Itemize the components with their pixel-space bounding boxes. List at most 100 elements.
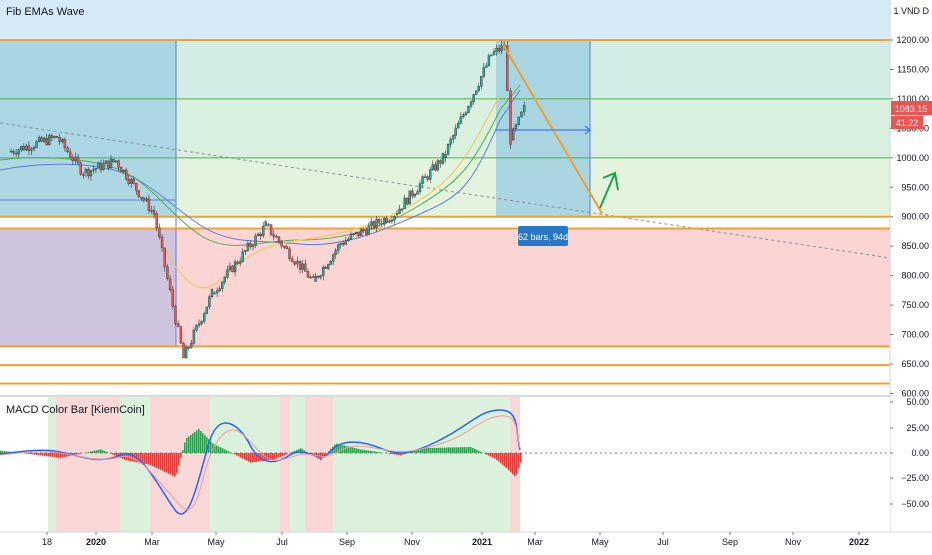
candle-body (226, 270, 228, 277)
measure-label-text: 62 bars, 94d (518, 232, 568, 242)
price-tick-label: 1150.00 (897, 64, 929, 74)
candle-body (307, 271, 309, 277)
macd-bar (500, 453, 502, 463)
candle-body (46, 138, 48, 145)
candle-body (483, 67, 485, 76)
macd-bar (106, 452, 108, 453)
macd-bar (56, 453, 58, 457)
macd-bar (94, 451, 96, 453)
candle-body (59, 137, 61, 141)
candle-body (234, 262, 236, 272)
macd-bar (228, 451, 230, 453)
candle-body (286, 247, 288, 249)
macd-bar (152, 453, 154, 466)
macd-bar (472, 448, 474, 453)
macd-bar (160, 453, 162, 470)
macd-bar (102, 450, 104, 453)
macd-bar (238, 453, 240, 457)
macd-bar (92, 451, 94, 453)
macd-bar (276, 453, 278, 459)
macd-bar (460, 447, 462, 453)
macd-bar (204, 435, 206, 453)
macd-bar (190, 435, 192, 453)
macd-bar (454, 447, 456, 453)
candle-body (404, 198, 406, 209)
macd-bar (170, 453, 172, 475)
macd-bar (42, 453, 44, 456)
candle-body (252, 246, 254, 247)
macd-bar (448, 448, 450, 453)
candle-body (64, 139, 66, 147)
macd-bar (464, 447, 466, 453)
candle-body (95, 168, 97, 169)
macd-bar (188, 436, 190, 453)
macd-bar (32, 453, 34, 454)
candle-body (239, 261, 241, 263)
time-tick-label: Nov (785, 537, 802, 547)
macd-bar (476, 450, 478, 453)
macd-bar (442, 448, 444, 453)
candle-body (312, 277, 314, 278)
candle-body (478, 86, 480, 91)
candle-body (340, 244, 342, 245)
macd-bar (494, 453, 496, 459)
macd-zone (48, 397, 56, 532)
candle-body (360, 230, 362, 236)
macd-bar (222, 448, 224, 453)
candle-body (214, 293, 216, 294)
candle-body (365, 231, 367, 235)
candle-body (140, 197, 142, 198)
candle-body (460, 117, 462, 123)
candle-body (515, 125, 517, 129)
candle-body (509, 91, 511, 145)
macd-bar (46, 453, 48, 456)
macd-bar (378, 452, 380, 453)
last-price-label: 1083.15 (895, 104, 928, 114)
candle-body (174, 306, 176, 323)
macd-bar (58, 453, 60, 458)
candle-body (281, 242, 283, 247)
candle-body (320, 276, 322, 277)
candle-body (485, 66, 487, 68)
time-tick-label: 2021 (472, 537, 492, 547)
macd-zone (120, 397, 150, 532)
candle-body (221, 282, 223, 289)
candle-body (493, 52, 495, 55)
candle-body (138, 191, 140, 197)
candle-body (219, 289, 221, 291)
candle-body (396, 214, 398, 215)
macd-bar (132, 453, 134, 462)
candle-body (427, 177, 429, 180)
candle-body (188, 347, 190, 348)
macd-bar (158, 453, 160, 469)
macd-bar (510, 453, 512, 472)
macd-bar (168, 453, 170, 474)
candle-body (30, 149, 32, 151)
candle-body (488, 56, 490, 66)
macd-bar (166, 453, 168, 473)
macd-tick-label: −25.00 (901, 473, 929, 483)
macd-bar (354, 448, 356, 453)
macd-bar (40, 453, 42, 455)
candle-body (135, 183, 137, 190)
candle-body (399, 209, 401, 214)
candle-body (265, 222, 267, 226)
macd-bar (518, 453, 520, 468)
macd-bar (96, 450, 98, 453)
price-tick-label: 750.00 (901, 300, 929, 310)
macd-bar (86, 452, 88, 453)
macd-bar (360, 449, 362, 453)
countdown-label: 41:22 (896, 118, 919, 128)
candle-body (350, 235, 352, 239)
candle-body (332, 255, 334, 262)
candle-body (110, 159, 112, 168)
time-tick-label: May (207, 537, 225, 547)
candle-body (193, 330, 195, 343)
macd-bar (44, 453, 46, 456)
candle-body (406, 198, 408, 204)
candle-body (381, 223, 383, 224)
candle-body (166, 267, 168, 279)
candle-body (342, 243, 344, 244)
